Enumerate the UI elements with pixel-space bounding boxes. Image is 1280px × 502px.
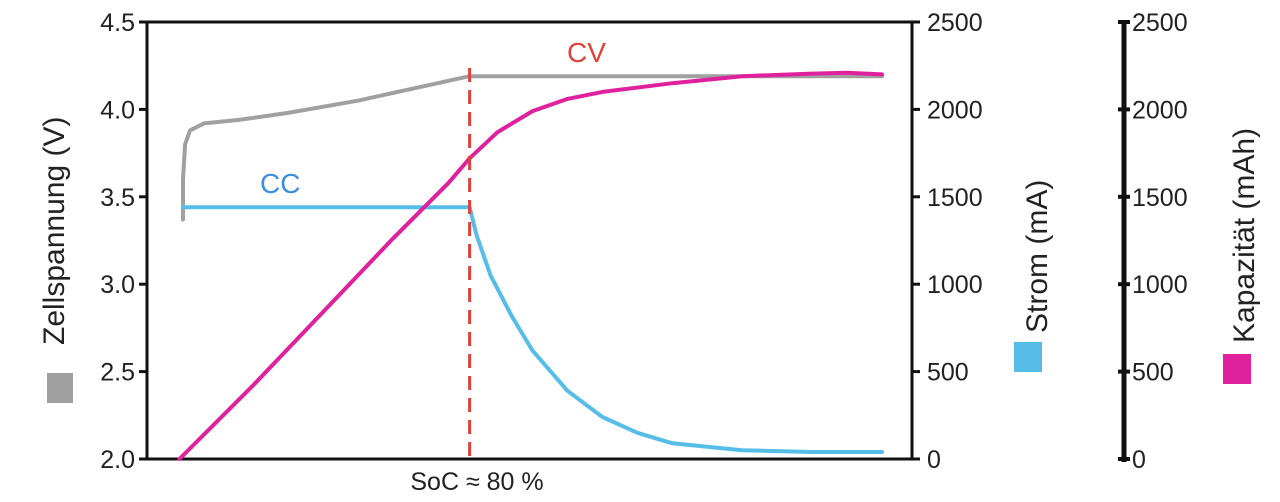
current-tick-label: 1500	[927, 184, 983, 212]
voltage-series-line	[181, 74, 884, 222]
capacity-tick-label: 2000	[1132, 96, 1188, 124]
series-layer	[177, 70, 884, 461]
current-tick-label: 0	[927, 446, 941, 474]
left-tick-label: 2.0	[100, 446, 135, 474]
left-axis-ticks: 2.0 2.5 3.0 3.5 4.0 4.5	[100, 9, 147, 474]
current-axis-title: Strom (mA)	[1021, 180, 1054, 333]
soc-marker-label: SoC ≈ 80 %	[410, 468, 543, 496]
left-tick-label: 3.0	[100, 271, 135, 299]
voltage-axis-title: Zellspannung (V)	[38, 117, 71, 345]
capacity-legend-swatch	[1223, 354, 1251, 384]
cv-annotation: CV	[567, 37, 606, 68]
current-series-line	[181, 205, 884, 454]
current-tick-label: 2500	[927, 9, 983, 37]
current-tick-label: 2000	[927, 96, 983, 124]
current-tick-label: 1000	[927, 271, 983, 299]
left-tick-label: 4.5	[100, 9, 135, 37]
current-tick-label: 500	[927, 359, 969, 387]
current-legend-swatch	[1014, 342, 1042, 372]
cc-annotation: CC	[260, 168, 300, 199]
left-tick-label: 3.5	[100, 184, 135, 212]
current-axis-ticks: 0 500 1000 1500 2000 2500	[912, 9, 983, 474]
capacity-tick-label: 500	[1132, 359, 1174, 387]
capacity-tick-label: 1000	[1132, 271, 1188, 299]
capacity-tick-label: 1500	[1132, 184, 1188, 212]
capacity-axis-ticks: 0 500 1000 1500 2000 2500	[1118, 9, 1188, 474]
left-tick-label: 2.5	[100, 359, 135, 387]
capacity-tick-label: 0	[1132, 446, 1146, 474]
left-tick-label: 4.0	[100, 96, 135, 124]
capacity-axis-title: Kapazität (mAh)	[1228, 128, 1261, 343]
voltage-legend-swatch	[47, 373, 73, 403]
capacity-series-line	[177, 70, 884, 461]
capacity-tick-label: 2500	[1132, 9, 1188, 37]
plot-frame	[145, 20, 914, 461]
